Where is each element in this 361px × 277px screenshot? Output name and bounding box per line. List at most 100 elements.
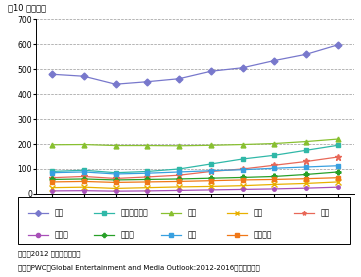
日本 <box>336 137 340 141</box>
中国 <box>145 175 149 179</box>
アジア太平洋 <box>177 167 181 171</box>
ドイツ <box>82 177 86 181</box>
Line: アジア太平洋: アジア太平洋 <box>49 143 340 175</box>
アジア太平洋 <box>304 148 308 152</box>
韓国 <box>272 183 277 186</box>
米国 <box>272 59 277 62</box>
中国 <box>336 155 340 159</box>
アジア太平洋 <box>272 153 277 157</box>
インド <box>240 188 245 191</box>
米国 <box>336 43 340 47</box>
英国 <box>50 171 54 175</box>
Text: 日本: 日本 <box>187 209 197 218</box>
英国 <box>240 168 245 171</box>
インド <box>272 187 277 191</box>
アジア太平洋 <box>82 168 86 172</box>
Text: （10 億ドル）: （10 億ドル） <box>8 3 45 12</box>
英国 <box>113 172 118 176</box>
ドイツ <box>177 177 181 181</box>
ドイツ <box>304 173 308 176</box>
フランス <box>272 178 277 181</box>
Line: 英国: 英国 <box>49 163 340 176</box>
インド <box>145 189 149 193</box>
韓国 <box>240 184 245 187</box>
米国 <box>82 75 86 78</box>
ドイツ <box>336 170 340 174</box>
フランス <box>82 180 86 183</box>
フランス <box>240 178 245 182</box>
韓国 <box>304 182 308 185</box>
Line: ドイツ: ドイツ <box>49 170 340 182</box>
Line: インド: インド <box>50 185 340 193</box>
日本 <box>145 144 149 147</box>
インド <box>82 189 86 192</box>
Text: 韓国: 韓国 <box>254 209 263 218</box>
米国 <box>209 70 213 73</box>
フランス <box>145 180 149 184</box>
中国 <box>177 173 181 177</box>
日本 <box>177 144 181 147</box>
インド <box>50 189 54 193</box>
フランス <box>177 180 181 183</box>
中国 <box>113 177 118 180</box>
米国 <box>177 77 181 80</box>
米国 <box>145 80 149 83</box>
インド <box>304 186 308 190</box>
中国 <box>304 160 308 163</box>
フランス <box>50 180 54 184</box>
Line: 韓国: 韓国 <box>49 179 341 191</box>
日本 <box>272 142 277 145</box>
Text: 英国: 英国 <box>187 231 197 240</box>
英国 <box>209 169 213 172</box>
日本 <box>240 143 245 146</box>
Text: 中国: 中国 <box>320 209 330 218</box>
韓国 <box>82 186 86 189</box>
フランス <box>336 176 340 179</box>
米国 <box>304 53 308 56</box>
英国 <box>272 166 277 170</box>
Text: インド: インド <box>55 231 69 240</box>
英国 <box>336 164 340 167</box>
ドイツ <box>209 176 213 180</box>
インド <box>209 188 213 192</box>
韓国 <box>336 180 340 184</box>
中国 <box>209 170 213 173</box>
米国 <box>50 73 54 76</box>
Text: フランス: フランス <box>254 231 272 240</box>
英国 <box>145 171 149 175</box>
アジア太平洋 <box>209 162 213 166</box>
韓国 <box>177 185 181 189</box>
インド <box>336 186 340 189</box>
ドイツ <box>145 178 149 181</box>
インド <box>113 189 118 193</box>
韓国 <box>145 186 149 189</box>
英国 <box>304 165 308 169</box>
FancyBboxPatch shape <box>18 197 350 244</box>
日本 <box>113 144 118 147</box>
米国 <box>113 83 118 86</box>
韓国 <box>209 185 213 188</box>
日本 <box>209 143 213 147</box>
インド <box>177 189 181 192</box>
Text: 資料：PWC「Global Entertainment and Media Outlook:2012-2016」から作成。: 資料：PWC「Global Entertainment and Media Ou… <box>18 265 260 271</box>
日本 <box>50 143 54 147</box>
Text: アジア太平洋: アジア太平洋 <box>121 209 149 218</box>
米国 <box>240 66 245 70</box>
Line: 中国: 中国 <box>49 154 341 181</box>
ドイツ <box>240 176 245 179</box>
日本 <box>304 140 308 143</box>
アジア太平洋 <box>145 170 149 173</box>
中国 <box>82 175 86 178</box>
アジア太平洋 <box>336 143 340 147</box>
Line: 米国: 米国 <box>49 42 340 87</box>
アジア太平洋 <box>240 157 245 161</box>
ドイツ <box>50 178 54 181</box>
フランス <box>304 177 308 180</box>
アジア太平洋 <box>113 171 118 175</box>
Line: 日本: 日本 <box>49 137 340 148</box>
日本 <box>82 143 86 146</box>
Text: 備考：2012 年以降は予測値: 備考：2012 年以降は予測値 <box>18 251 81 257</box>
英国 <box>82 170 86 174</box>
Text: 米国: 米国 <box>55 209 64 218</box>
Line: フランス: フランス <box>49 175 340 185</box>
